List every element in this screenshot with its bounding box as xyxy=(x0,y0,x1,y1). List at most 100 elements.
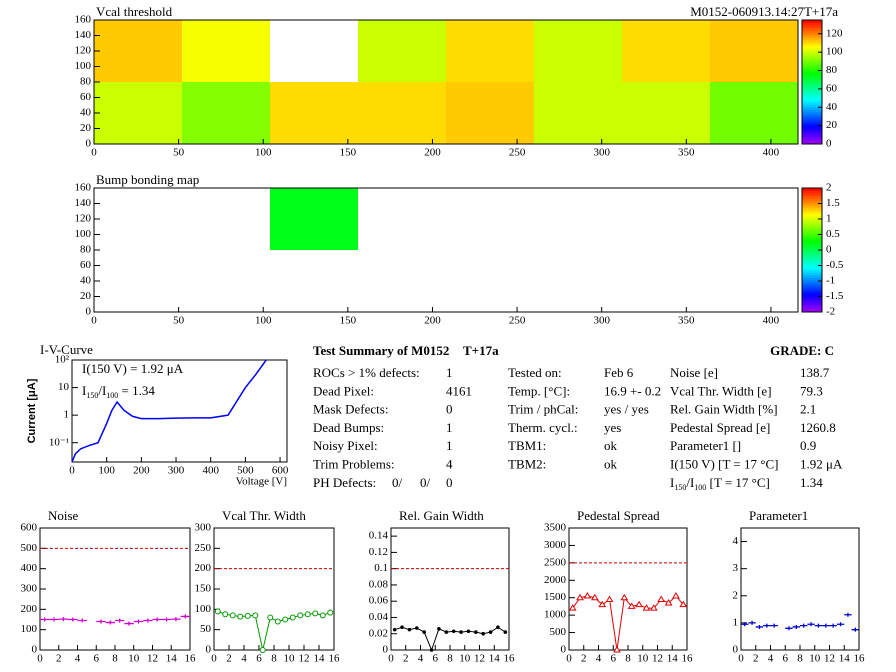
color-scale xyxy=(802,124,822,128)
color-scale xyxy=(802,62,822,66)
summary-value: 0/ xyxy=(420,475,431,490)
color-scale xyxy=(802,139,822,143)
x-tick-label: 4 xyxy=(596,653,602,665)
color-scale xyxy=(802,84,822,88)
x-tick-label: 0 xyxy=(738,653,744,665)
x-tick-label: 200 xyxy=(133,465,150,477)
color-scale xyxy=(802,47,822,51)
annotation-part: I xyxy=(82,383,86,398)
marker xyxy=(152,617,162,622)
y-tick-label: 40 xyxy=(80,275,92,287)
y-tick-label: 0.08 xyxy=(369,578,389,590)
x-tick-label: 8 xyxy=(797,653,803,665)
z-tick-label: 60 xyxy=(826,82,838,94)
x-tick-label: 100 xyxy=(255,315,272,327)
y-tick-label: 0.06 xyxy=(369,595,389,607)
z-tick-label: -1.5 xyxy=(826,290,844,302)
color-scale xyxy=(802,126,822,130)
marker xyxy=(620,593,629,601)
x-tick-label: 350 xyxy=(678,147,695,159)
y-tick-label: 100 xyxy=(21,623,38,635)
y-tick-label: 3 xyxy=(733,562,739,574)
y-tick-label: 300 xyxy=(195,522,212,534)
color-scale xyxy=(802,269,822,273)
x-tick-label: 300 xyxy=(593,147,610,159)
color-scale xyxy=(802,29,822,33)
color-scale xyxy=(802,69,822,73)
marker xyxy=(488,630,493,634)
y-tick-label: 80 xyxy=(80,244,92,256)
y-tick-label: 0 xyxy=(86,138,92,150)
summary-value: 1.92 μA xyxy=(800,456,843,471)
z-tick-label: 100 xyxy=(826,46,843,58)
z-tick-label: 80 xyxy=(826,64,838,76)
y-tick-label: 3000 xyxy=(544,539,567,551)
grade: GRADE: C xyxy=(770,343,834,358)
x-tick-label: 350 xyxy=(678,315,695,327)
color-scale xyxy=(802,64,822,68)
color-scale xyxy=(802,242,822,246)
marker xyxy=(792,624,800,629)
x-tick-label: 0 xyxy=(69,465,75,477)
x-tick-label: 12 xyxy=(299,653,310,665)
module-tag: T+17a xyxy=(463,343,499,358)
x-tick-label: 16 xyxy=(682,653,694,665)
y-tick-label: 160 xyxy=(75,14,92,26)
marker xyxy=(466,629,471,634)
marker xyxy=(429,648,434,652)
summary-value: 0/ xyxy=(392,475,403,490)
color-scale xyxy=(802,277,822,281)
summary-value: 16.9 +- 0.2 xyxy=(604,383,661,398)
summary-label: Noise [e] xyxy=(670,365,718,380)
marker xyxy=(503,630,508,634)
summary-value: yes xyxy=(604,420,621,435)
color-scale xyxy=(802,212,822,216)
marker xyxy=(274,618,281,625)
marker xyxy=(58,617,69,622)
plot-frame xyxy=(568,527,688,651)
x-tick-label: 400 xyxy=(202,465,219,477)
z-tick-label: 1 xyxy=(826,213,832,225)
color-scale xyxy=(802,136,822,140)
heat-cell xyxy=(446,20,534,82)
color-scale xyxy=(802,96,822,100)
color-scale xyxy=(802,82,822,85)
color-scale xyxy=(802,188,822,191)
x-tick-label: 12 xyxy=(652,653,663,665)
x-tick-label: 2 xyxy=(581,653,587,665)
x-tick-label: 600 xyxy=(272,465,289,477)
y-tick-label: 10 xyxy=(58,381,70,393)
x-tick-label: 14 xyxy=(166,653,178,665)
color-scale xyxy=(802,232,822,236)
color-scale xyxy=(802,74,822,78)
color-scale xyxy=(802,57,822,61)
marker xyxy=(657,595,666,602)
series-line xyxy=(572,595,684,651)
marker xyxy=(576,593,584,601)
summary-label: Noisy Pixel: xyxy=(313,438,378,453)
color-scale xyxy=(802,72,822,76)
x-tick-label: 4 xyxy=(768,653,774,665)
summary-value: 1 xyxy=(446,365,453,380)
marker xyxy=(49,617,59,622)
color-scale xyxy=(802,225,822,229)
marker xyxy=(180,614,190,619)
x-tick-label: 2 xyxy=(753,653,759,665)
y-tick-label: 100 xyxy=(75,228,92,240)
color-scale xyxy=(802,20,822,23)
x-tick-label: 200 xyxy=(424,147,441,159)
x-tick-label: 14 xyxy=(314,653,326,665)
color-scale xyxy=(802,297,822,301)
marker xyxy=(635,600,643,608)
color-scale xyxy=(802,59,822,63)
color-scale xyxy=(802,215,822,219)
color-scale xyxy=(802,267,822,271)
y-tick-label: 1 xyxy=(64,409,70,421)
y-tick-label: 2000 xyxy=(544,574,567,586)
color-scale xyxy=(802,39,822,43)
heat-cell xyxy=(710,20,798,82)
marker xyxy=(415,626,419,630)
marker xyxy=(400,625,404,630)
marker xyxy=(679,600,688,608)
color-scale xyxy=(802,222,822,226)
